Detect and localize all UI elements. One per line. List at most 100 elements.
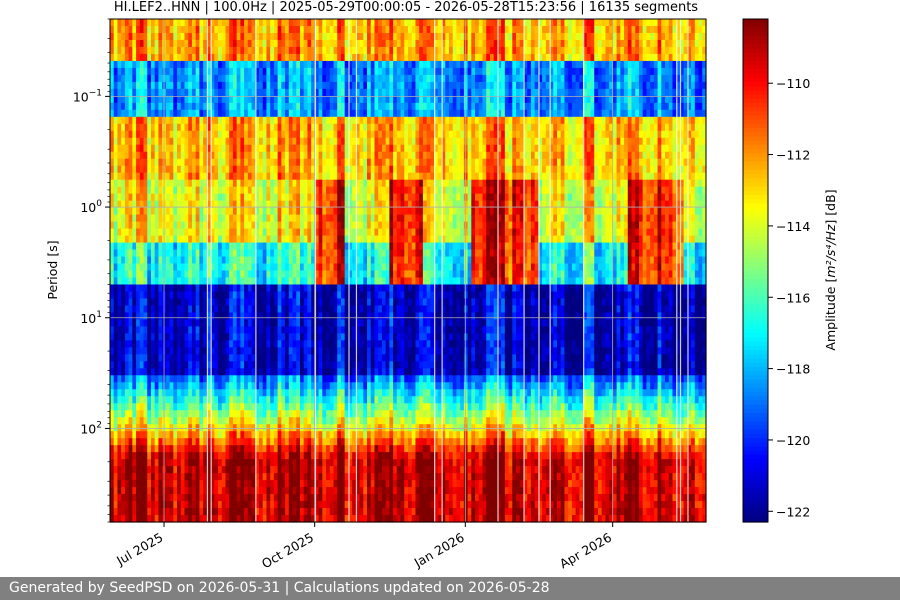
spectrogram-cell bbox=[199, 214, 204, 223]
spectrogram-cell bbox=[262, 410, 268, 418]
spectrogram-cell bbox=[124, 60, 130, 69]
spectrogram-cell bbox=[288, 417, 294, 425]
spectrogram-cell bbox=[251, 452, 256, 460]
spectrogram-cell bbox=[110, 424, 115, 432]
spectrogram-cell bbox=[285, 130, 290, 139]
spectrogram-cell bbox=[132, 172, 137, 181]
spectrogram-cell bbox=[259, 326, 264, 334]
spectrogram-cell bbox=[113, 494, 119, 502]
spectrogram-cell bbox=[340, 389, 346, 397]
spectrogram-cell bbox=[262, 116, 268, 125]
spectrogram-cell bbox=[143, 242, 148, 251]
spectrogram-cell bbox=[188, 123, 193, 132]
spectrogram-cell bbox=[314, 459, 320, 467]
spectrogram-cell bbox=[184, 424, 189, 432]
spectrogram-cell bbox=[221, 74, 227, 83]
spectrogram-cell bbox=[262, 291, 268, 300]
spectrogram-cell bbox=[277, 214, 282, 223]
spectrogram-cell bbox=[154, 46, 160, 55]
spectrogram-cell bbox=[326, 123, 331, 132]
spectrogram-cell bbox=[203, 347, 208, 355]
spectrogram-cell bbox=[288, 263, 294, 272]
spectrogram-cell bbox=[292, 158, 297, 167]
spectrogram-cell bbox=[281, 179, 286, 188]
spectrogram-cell bbox=[299, 207, 305, 216]
spectrogram-cell bbox=[322, 151, 327, 160]
spectrogram-cell bbox=[203, 81, 208, 90]
spectrogram-cell bbox=[303, 53, 309, 62]
spectrogram-cell bbox=[229, 466, 234, 474]
spectrogram-cell bbox=[355, 305, 361, 314]
spectrogram-cell bbox=[352, 228, 357, 237]
spectrogram-cell bbox=[359, 515, 364, 523]
spectrogram-cell bbox=[333, 67, 338, 76]
spectrogram-cell bbox=[303, 235, 309, 244]
spectrogram-cell bbox=[262, 494, 268, 502]
spectrogram-cell bbox=[110, 256, 115, 265]
spectrogram-cell bbox=[132, 249, 137, 258]
spectrogram-cell bbox=[259, 403, 264, 411]
spectrogram-cell bbox=[266, 375, 271, 383]
spectrogram-cell bbox=[136, 67, 141, 76]
spectrogram-cell bbox=[307, 438, 312, 446]
spectrogram-cell bbox=[311, 459, 316, 467]
spectrogram-cell bbox=[191, 431, 197, 439]
spectrogram-cell bbox=[195, 515, 201, 523]
spectrogram-cell bbox=[236, 424, 241, 432]
spectrogram-cell bbox=[236, 46, 241, 55]
spectrogram-cell bbox=[314, 326, 320, 334]
spectrogram-cell bbox=[322, 382, 327, 390]
spectrogram-cell bbox=[307, 200, 312, 209]
spectrogram-cell bbox=[333, 312, 338, 321]
spectrogram-cell bbox=[311, 81, 316, 90]
spectrogram-cell bbox=[232, 116, 238, 125]
spectrogram-cell bbox=[266, 277, 271, 286]
spectrogram-cell bbox=[262, 361, 268, 369]
spectrogram-cell bbox=[292, 88, 297, 97]
spectrogram-cell bbox=[344, 298, 350, 307]
spectrogram-cell bbox=[236, 305, 241, 314]
spectrogram-cell bbox=[255, 487, 260, 495]
spectrogram-cell bbox=[229, 242, 234, 251]
spectrogram-cell bbox=[158, 375, 163, 383]
spectrogram-cell bbox=[229, 130, 234, 139]
spectrogram-cell bbox=[285, 221, 290, 230]
spectrogram-cell bbox=[326, 375, 331, 383]
spectrogram-cell bbox=[285, 270, 290, 279]
spectrogram-cell bbox=[128, 235, 133, 244]
spectrogram-cell bbox=[285, 459, 290, 467]
spectrogram-cell bbox=[348, 144, 353, 153]
spectrogram-cell bbox=[184, 193, 189, 202]
spectrogram-cell bbox=[359, 109, 364, 118]
spectrogram-cell bbox=[117, 487, 122, 495]
spectrogram-cell bbox=[363, 431, 368, 439]
spectrogram-cell bbox=[329, 487, 335, 495]
spectrogram-cell bbox=[363, 508, 368, 516]
spectrogram-cell bbox=[177, 424, 182, 432]
spectrogram-cell bbox=[136, 193, 141, 202]
spectrogram-cell bbox=[221, 179, 227, 188]
spectrogram-cell bbox=[113, 284, 119, 293]
spectrogram-cell bbox=[329, 53, 335, 62]
spectrogram-cell bbox=[232, 74, 238, 83]
spectrogram-cell bbox=[128, 312, 133, 321]
spectrogram-cell bbox=[165, 396, 171, 404]
spectrogram-cell bbox=[266, 263, 271, 272]
spectrogram-cell bbox=[340, 242, 346, 251]
spectrogram-cell bbox=[367, 151, 372, 160]
spectrogram-cell bbox=[132, 46, 137, 55]
spectrogram-cell bbox=[251, 130, 256, 139]
spectrogram-cell bbox=[311, 221, 316, 230]
spectrogram-cell bbox=[251, 193, 256, 202]
spectrogram-cell bbox=[232, 494, 238, 502]
spectrogram-cell bbox=[348, 466, 353, 474]
spectrogram-cell bbox=[255, 32, 260, 41]
spectrogram-cell bbox=[165, 424, 171, 432]
spectrogram-cell bbox=[150, 235, 156, 244]
spectrogram-cell bbox=[143, 389, 148, 397]
spectrogram-cell bbox=[195, 144, 201, 153]
spectrogram-cell bbox=[188, 396, 193, 404]
spectrogram-cell bbox=[113, 60, 119, 69]
spectrogram-cell bbox=[273, 74, 279, 83]
spectrogram-cell bbox=[229, 452, 234, 460]
